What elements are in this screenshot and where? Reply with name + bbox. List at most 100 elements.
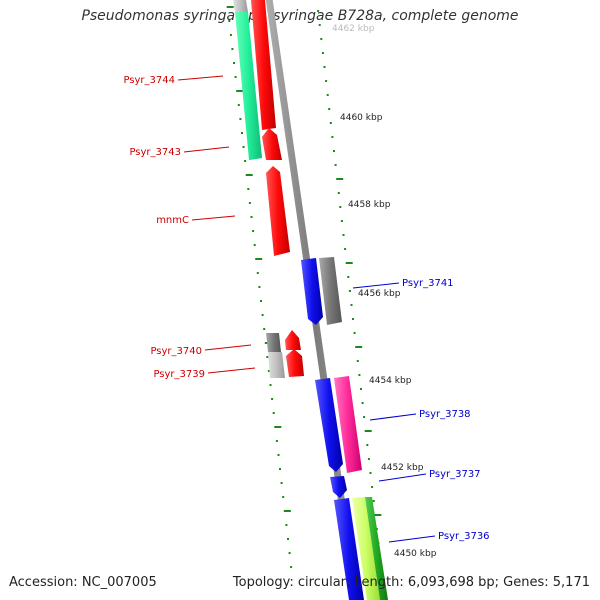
track-dot xyxy=(247,188,250,190)
track-dot xyxy=(279,468,281,470)
track-dot xyxy=(269,384,272,386)
reverse-strand-genes xyxy=(233,0,304,378)
map-title: Pseudomonas syringae pv. syringae B728a,… xyxy=(81,8,519,24)
scale-tick xyxy=(348,290,351,292)
scale-tick xyxy=(321,52,324,54)
gene-block xyxy=(365,497,388,600)
label-leader-line xyxy=(204,344,252,351)
scale-tick xyxy=(339,206,342,208)
scale-tick xyxy=(358,374,361,376)
track-dot xyxy=(288,552,291,554)
scale-tick xyxy=(334,164,337,166)
label-leader-line xyxy=(369,413,417,421)
track-dot xyxy=(256,272,259,274)
track-dot xyxy=(245,174,253,176)
track-dot xyxy=(287,538,289,540)
scale-label: 4456 kbp xyxy=(358,289,401,299)
scale-tick xyxy=(336,178,344,180)
scale-tick xyxy=(333,150,335,152)
track-dot xyxy=(283,510,291,512)
scale-label: 4452 kbp xyxy=(381,463,424,473)
track-dot xyxy=(236,90,244,92)
scale-tick xyxy=(371,486,374,488)
scale-tick xyxy=(356,360,359,362)
gene-label-mnmc[interactable]: mnmC xyxy=(156,215,189,226)
gene-arrow xyxy=(285,330,301,350)
label-leader-line xyxy=(352,282,400,289)
track-dot xyxy=(285,524,288,526)
label-leader-line xyxy=(191,215,236,221)
scale-tick xyxy=(367,458,370,460)
track-dot xyxy=(255,258,263,260)
label-leader-line xyxy=(177,75,224,81)
gene-arrow xyxy=(266,166,290,256)
gene-block xyxy=(334,376,362,473)
scale-tick xyxy=(325,80,328,82)
gene-arrow xyxy=(301,258,323,325)
track-dot xyxy=(260,300,262,302)
scale-label: 4460 kbp xyxy=(340,113,383,123)
reverse-gene-labels: Psyr_3744 Psyr_3743 mnmC Psyr_3740 Psyr_… xyxy=(123,75,256,380)
scale-tick xyxy=(345,262,353,264)
scale-tick xyxy=(360,388,362,390)
track-dot xyxy=(277,454,280,456)
track-dot xyxy=(248,202,251,204)
track-dot xyxy=(231,48,234,50)
track-dot xyxy=(266,356,269,358)
scale-tick xyxy=(361,402,364,404)
track-dot xyxy=(258,286,261,288)
scale-tick xyxy=(342,234,345,236)
track-dot xyxy=(280,482,283,484)
track-dot xyxy=(267,370,270,372)
scale-tick xyxy=(340,220,343,222)
label-leader-line xyxy=(378,473,427,482)
gene-label-psyr-3740[interactable]: Psyr_3740 xyxy=(150,346,202,357)
scale-tick xyxy=(350,304,353,306)
scale-label: 4462 kbp xyxy=(332,24,375,34)
gene-block xyxy=(235,12,262,160)
scale-tick xyxy=(320,38,323,40)
scale-labels: 4462 kbp 4460 kbp 4458 kbp 4456 kbp 4454… xyxy=(332,24,437,559)
track-dot xyxy=(226,6,234,8)
gene-block xyxy=(233,0,248,12)
scale-label: 4458 kbp xyxy=(348,200,391,210)
track-dot xyxy=(252,230,255,232)
track-dot xyxy=(234,76,237,78)
track-dot xyxy=(244,160,247,162)
forward-gene-labels: Psyr_3741 Psyr_3738 Psyr_3737 Psyr_3736 xyxy=(352,278,490,543)
gene-label-psyr-3741[interactable]: Psyr_3741 xyxy=(402,278,454,289)
gene-block xyxy=(268,352,285,378)
track-dot xyxy=(274,426,282,428)
scale-tick xyxy=(329,122,332,124)
scale-tick xyxy=(369,472,372,474)
gene-arrow xyxy=(330,476,347,498)
track-dot xyxy=(250,216,253,218)
gene-arrow xyxy=(286,349,304,377)
gene-label-psyr-3737[interactable]: Psyr_3737 xyxy=(429,469,481,480)
gene-block xyxy=(266,333,281,352)
gene-label-psyr-3739[interactable]: Psyr_3739 xyxy=(153,369,205,380)
gene-label-psyr-3738[interactable]: Psyr_3738 xyxy=(419,409,471,420)
scale-tick xyxy=(323,66,326,68)
scale-tick xyxy=(317,10,320,12)
label-leader-line xyxy=(388,535,436,543)
scale-tick xyxy=(347,276,350,278)
track-dot xyxy=(272,412,275,414)
gene-label-psyr-3736[interactable]: Psyr_3736 xyxy=(438,531,490,542)
track-dot xyxy=(241,132,243,134)
scale-tick xyxy=(331,136,334,138)
gene-label-psyr-3743[interactable]: Psyr_3743 xyxy=(129,147,181,158)
scale-tick xyxy=(355,346,363,348)
scale-tick xyxy=(337,192,340,194)
label-leader-line xyxy=(183,146,230,153)
outer-dotted-track xyxy=(226,6,293,568)
scale-label: 4450 kbp xyxy=(394,549,437,559)
track-dot xyxy=(263,328,266,330)
gene-label-psyr-3744[interactable]: Psyr_3744 xyxy=(123,75,175,86)
gene-arrow xyxy=(315,378,343,472)
track-dot xyxy=(233,62,235,64)
scale-tick xyxy=(363,416,366,418)
scale-tick xyxy=(326,94,329,96)
gene-arrow xyxy=(251,0,276,130)
